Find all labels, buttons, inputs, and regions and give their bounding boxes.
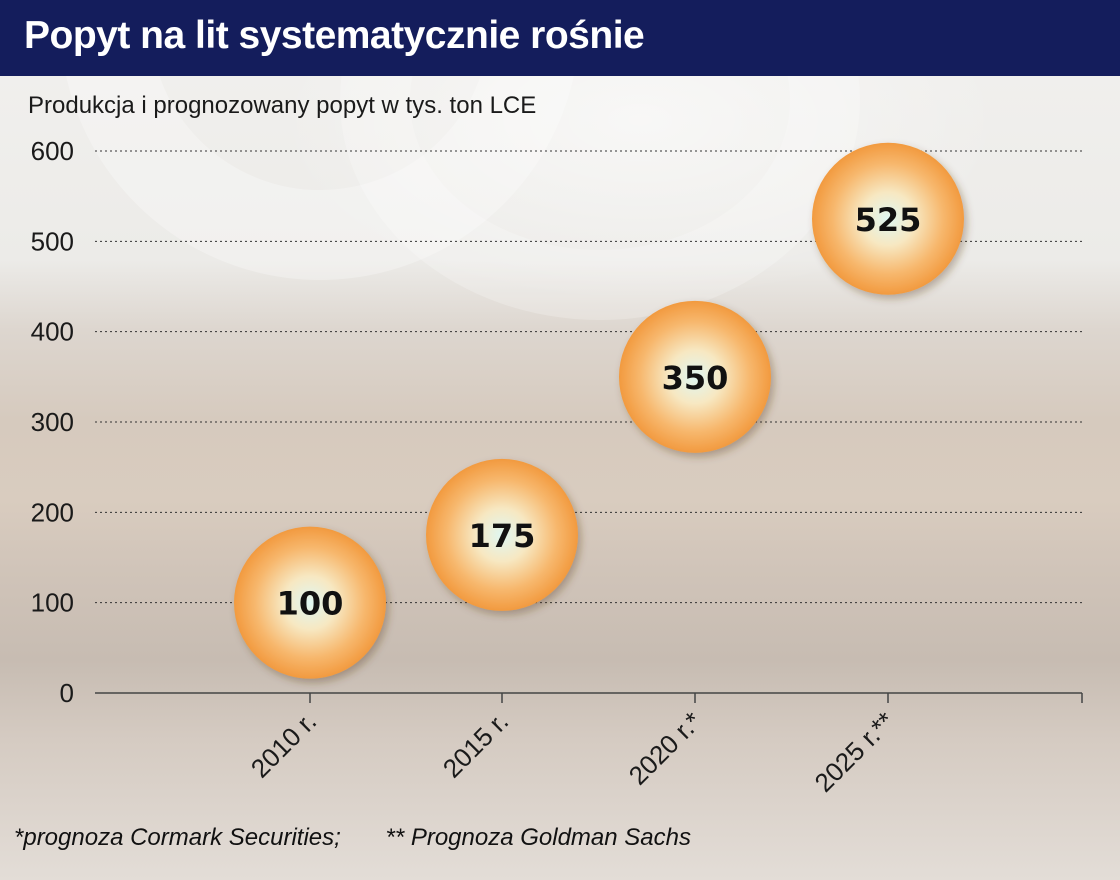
- x-tick-label: 2010 r.: [245, 706, 322, 783]
- y-tick-label: 100: [31, 588, 74, 618]
- data-bubble: [812, 142, 964, 295]
- x-tick-label: 2015 r.: [437, 706, 514, 783]
- y-tick-label: 0: [60, 678, 74, 708]
- data-label: 100: [277, 585, 344, 623]
- data-label: 175: [469, 517, 536, 555]
- y-tick-label: 600: [31, 136, 74, 166]
- chart-title: Popyt na lit systematycznie rośnie: [24, 14, 645, 57]
- data-bubble: [234, 526, 386, 679]
- y-tick-label: 200: [31, 497, 74, 527]
- x-tick-label: 2025 r.**: [808, 706, 900, 798]
- header-bar: Popyt na lit systematycznie rośnie: [0, 0, 1120, 76]
- footnote-cormark: *prognoza Cormark Securities;: [14, 824, 341, 851]
- data-bubble: [426, 458, 578, 611]
- y-tick-label: 400: [31, 317, 74, 347]
- footnotes: *prognoza Cormark Securities; ** Prognoz…: [14, 824, 691, 852]
- y-tick-label: 500: [31, 226, 74, 256]
- chart-subtitle: Produkcja i prognozowany popyt w tys. to…: [28, 92, 537, 119]
- x-tick-label: 2020 r.*: [623, 706, 708, 791]
- data-label: 525: [855, 201, 922, 239]
- data-label: 350: [662, 359, 729, 397]
- data-bubble: [619, 300, 771, 453]
- y-tick-label: 300: [31, 407, 74, 437]
- footnote-goldman: ** Prognoza Goldman Sachs: [385, 824, 691, 851]
